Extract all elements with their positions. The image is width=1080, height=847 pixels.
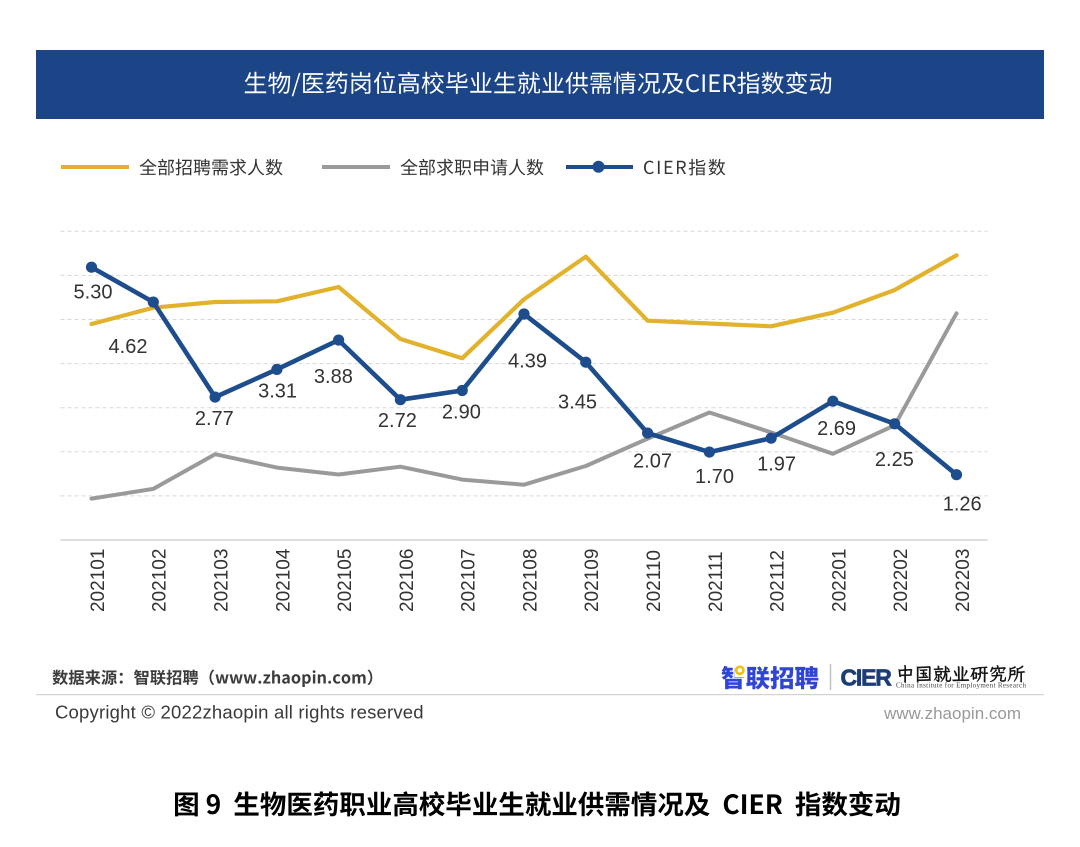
- svg-text:2.69: 2.69: [817, 418, 856, 440]
- svg-text:202106: 202106: [397, 549, 418, 612]
- svg-text:202101: 202101: [88, 549, 109, 612]
- svg-text:202201: 202201: [829, 549, 850, 612]
- svg-text:2.07: 2.07: [633, 450, 672, 472]
- svg-text:4.39: 4.39: [508, 351, 547, 373]
- svg-text:202110: 202110: [644, 550, 665, 612]
- svg-text:2.90: 2.90: [442, 402, 481, 424]
- svg-text:1.26: 1.26: [943, 493, 982, 515]
- svg-text:3.31: 3.31: [258, 381, 297, 403]
- svg-text:202109: 202109: [582, 549, 603, 612]
- svg-text:3.45: 3.45: [558, 392, 597, 414]
- svg-text:2.72: 2.72: [378, 410, 417, 432]
- svg-text:202202: 202202: [891, 549, 912, 612]
- svg-text:CIER: CIER: [841, 665, 893, 691]
- svg-text:4.62: 4.62: [109, 336, 148, 358]
- svg-text:202203: 202203: [953, 549, 974, 612]
- svg-text:www.zhaopin.com: www.zhaopin.com: [883, 704, 1021, 723]
- svg-text:202108: 202108: [520, 549, 541, 612]
- svg-text:2.77: 2.77: [195, 408, 234, 430]
- svg-text:China Institute for Employment: China Institute for Employment Research: [896, 682, 1026, 690]
- svg-text:202102: 202102: [150, 549, 171, 612]
- svg-text:Copyright © 2022zhaopin all r: Copyright © 2022zhaopin all rights reser…: [55, 702, 424, 723]
- svg-text:1.97: 1.97: [757, 453, 796, 475]
- svg-text:1.70: 1.70: [695, 466, 734, 488]
- svg-text:3.88: 3.88: [314, 366, 353, 388]
- svg-text:202103: 202103: [212, 549, 233, 612]
- svg-text:202112: 202112: [768, 550, 789, 612]
- svg-text:202111: 202111: [706, 551, 727, 612]
- svg-text:202107: 202107: [459, 549, 480, 612]
- svg-text:5.30: 5.30: [74, 282, 113, 304]
- svg-text:2.25: 2.25: [875, 449, 914, 471]
- svg-text:202104: 202104: [273, 548, 294, 612]
- svg-text:202105: 202105: [335, 549, 356, 612]
